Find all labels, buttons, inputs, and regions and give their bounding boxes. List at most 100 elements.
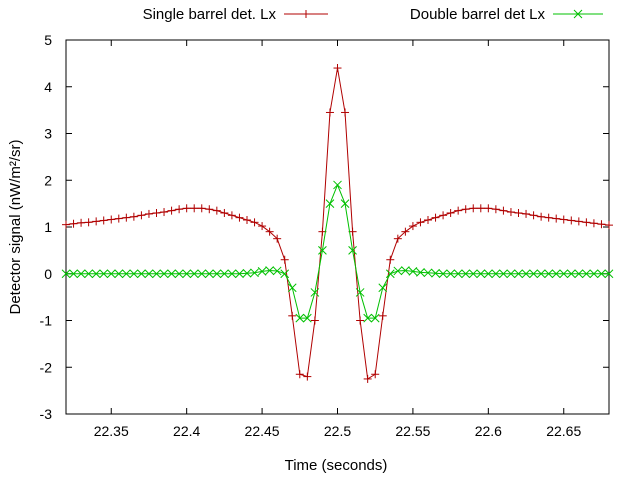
data-point [499, 269, 508, 279]
data-point [114, 214, 123, 223]
data-point [121, 269, 131, 279]
legend: Single barrel det. Lx Double barrel det … [143, 6, 603, 23]
data-point [76, 269, 86, 279]
series-line [65, 67, 610, 380]
y-axis-label: Detector signal (nW/m²/sr) [7, 139, 24, 314]
data-point [212, 206, 221, 215]
data-point [537, 212, 546, 221]
data-point [604, 269, 614, 279]
data-point [341, 108, 350, 117]
data-point [574, 217, 583, 226]
y-tick-label: -3 [40, 406, 53, 422]
data-point [288, 311, 297, 320]
data-point [122, 213, 131, 222]
data-point [318, 246, 327, 255]
data-point [408, 267, 418, 276]
x-tick-label: 22.45 [245, 423, 280, 439]
data-point [483, 269, 493, 279]
data-point [582, 218, 591, 227]
data-point [446, 269, 455, 279]
data-point [295, 370, 304, 379]
data-point [424, 215, 432, 224]
y-tick-label: 5 [44, 32, 52, 48]
series-0 [62, 64, 613, 383]
data-point [174, 269, 184, 279]
data-point [363, 313, 373, 323]
data-point [468, 269, 478, 279]
data-point [461, 269, 471, 279]
data-point [167, 206, 176, 215]
data-point [107, 215, 116, 224]
data-point [521, 269, 531, 279]
data-point [386, 255, 395, 264]
legend-label-single: Single barrel det. Lx [143, 6, 277, 23]
data-point [469, 204, 478, 213]
data-point [506, 208, 515, 217]
data-point [197, 204, 206, 213]
data-point [204, 269, 214, 279]
y-tick-label: -2 [40, 359, 53, 375]
data-point [491, 205, 500, 214]
data-point [370, 313, 380, 323]
data-point [401, 227, 410, 236]
data-point [99, 269, 109, 279]
y-tick-label: 2 [44, 172, 52, 188]
data-point [190, 204, 199, 213]
data-point [514, 269, 523, 279]
data-point [416, 218, 425, 227]
series-line [66, 183, 609, 319]
data-point [92, 217, 101, 226]
y-axis: -3 -2 -1 0 1 2 3 4 5 [40, 32, 609, 422]
data-point [431, 213, 440, 222]
y-tick-label: 3 [44, 126, 52, 142]
data-point [137, 211, 146, 220]
data-point [295, 313, 305, 323]
data-point [77, 218, 86, 227]
data-point [484, 204, 493, 213]
data-point [182, 269, 192, 279]
data-point [137, 269, 146, 279]
data-point [499, 206, 508, 215]
data-point [220, 269, 229, 279]
data-point [250, 268, 259, 278]
data-point [159, 269, 169, 279]
data-point [333, 180, 342, 190]
data-point [393, 266, 403, 276]
legend-marker [573, 9, 583, 19]
legend-sample-double [553, 9, 603, 19]
x-tick-label: 22.65 [546, 423, 581, 439]
data-point [371, 370, 380, 379]
data-point [250, 218, 259, 227]
data-point [340, 199, 350, 208]
data-point [567, 216, 576, 225]
data-point [280, 269, 290, 279]
data-point [182, 204, 191, 213]
data-point [522, 209, 531, 218]
x-axis-label: Time (seconds) [285, 457, 388, 474]
data-point [242, 268, 252, 278]
data-point [265, 266, 274, 275]
data-point [280, 255, 289, 264]
data-point [175, 205, 184, 214]
data-point [355, 288, 365, 297]
data-point [220, 208, 229, 217]
data-point [84, 218, 93, 227]
data-point [303, 372, 312, 381]
y-tick-label: 4 [44, 79, 52, 95]
data-point [529, 211, 538, 220]
data-point [408, 222, 417, 231]
data-point [258, 222, 267, 231]
y-tick-label: 1 [44, 219, 52, 235]
data-point [551, 269, 561, 279]
x-tick-label: 22.4 [173, 423, 200, 439]
data-point [91, 269, 101, 279]
data-point [544, 213, 553, 222]
data-point [378, 283, 388, 293]
data-point [227, 269, 237, 279]
data-point [144, 269, 154, 279]
data-point [454, 206, 463, 215]
x-tick-label: 22.5 [324, 423, 351, 439]
data-point [529, 269, 538, 279]
data-point [491, 269, 501, 279]
data-point [453, 269, 463, 279]
